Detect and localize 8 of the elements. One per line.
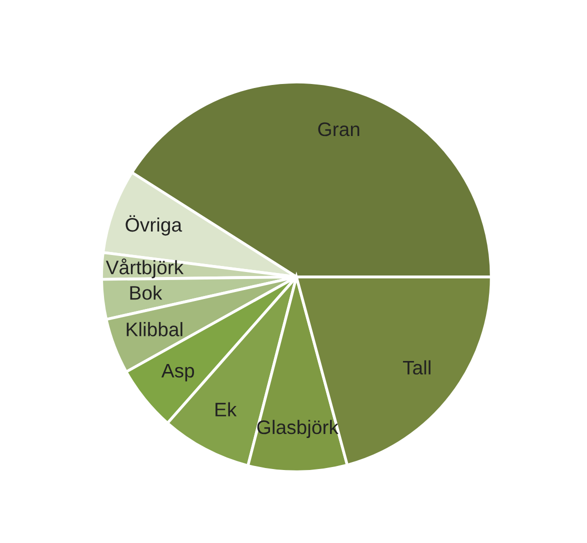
slice-label: Bok <box>130 285 162 300</box>
slice-label: Ek <box>216 402 237 416</box>
slice-label: Asp <box>161 364 194 382</box>
slice-label: Klibbal <box>126 322 182 336</box>
slice-label: Vårtbjörk <box>106 258 184 278</box>
slice-label: Gran <box>318 122 360 136</box>
slice-label: Övriga <box>126 215 182 236</box>
slice-label: Tall <box>402 360 430 375</box>
